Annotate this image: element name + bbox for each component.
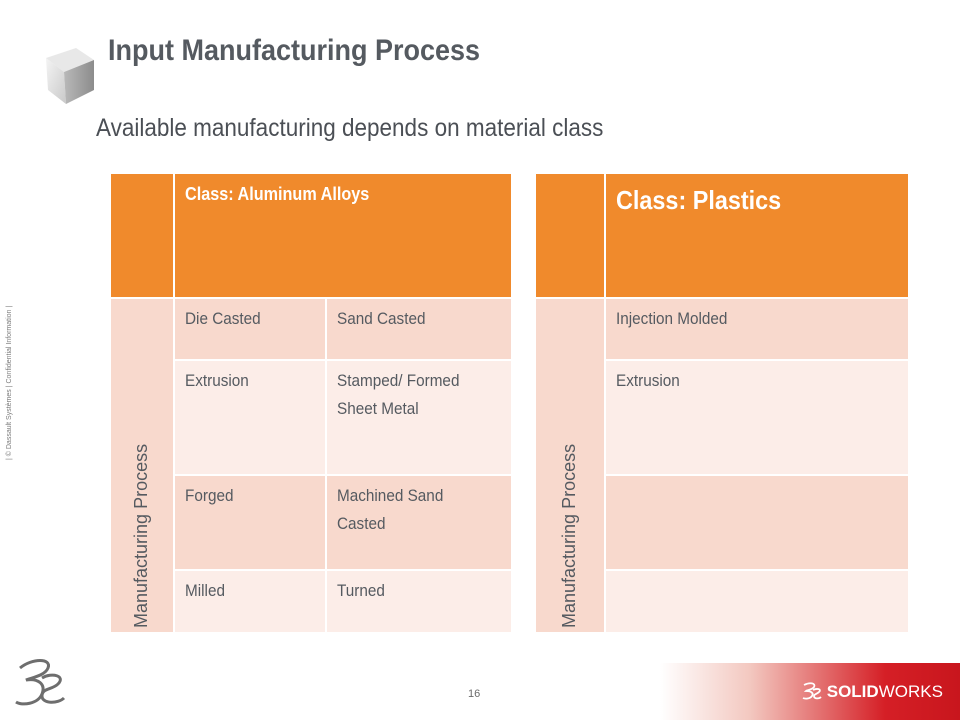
table-cell: Extrusion bbox=[175, 361, 325, 474]
page-subtitle: Available manufacturing depends on mater… bbox=[96, 114, 604, 142]
table-corner-cell bbox=[536, 174, 604, 297]
table-cell bbox=[606, 476, 908, 569]
page-title: Input Manufacturing Process bbox=[108, 34, 481, 67]
table-cell: Injection Molded bbox=[606, 299, 908, 359]
table-cell: Die Casted bbox=[175, 299, 325, 359]
ds-mark-icon bbox=[802, 682, 822, 700]
plastics-table: Class: Plastics Manufacturing Process In… bbox=[536, 174, 908, 632]
table-cell: Turned bbox=[327, 571, 511, 632]
table-corner-cell bbox=[111, 174, 173, 297]
row-header-cell: Manufacturing Process bbox=[111, 299, 173, 632]
table-cell: Sand Casted bbox=[327, 299, 511, 359]
row-header-cell: Manufacturing Process bbox=[536, 299, 604, 632]
class-header: Class: Plastics bbox=[606, 174, 908, 297]
aluminum-alloys-table: Class: Aluminum Alloys Manufacturing Pro… bbox=[111, 174, 511, 632]
table-cell: Forged bbox=[175, 476, 325, 569]
class-label: Class: Plastics bbox=[616, 185, 782, 215]
solidworks-logo: SOLIDWORKS bbox=[802, 682, 943, 702]
table-cell: Milled bbox=[175, 571, 325, 632]
page-number: 16 bbox=[468, 688, 481, 700]
dassault-logo-icon bbox=[15, 659, 66, 706]
confidential-note: | © Dassault Systèmes | Confidential Inf… bbox=[6, 305, 13, 460]
class-label: Class: Aluminum Alloys bbox=[185, 184, 370, 204]
table-cell: Extrusion bbox=[606, 361, 908, 474]
row-header-label: Manufacturing Process bbox=[131, 443, 151, 628]
table-cell bbox=[606, 571, 908, 632]
cube-icon bbox=[46, 48, 94, 104]
class-header: Class: Aluminum Alloys bbox=[175, 174, 511, 297]
row-header-label: Manufacturing Process bbox=[559, 443, 579, 628]
table-cell: Machined Sand Casted bbox=[327, 476, 511, 569]
table-cell: Stamped/ Formed Sheet Metal bbox=[327, 361, 511, 474]
